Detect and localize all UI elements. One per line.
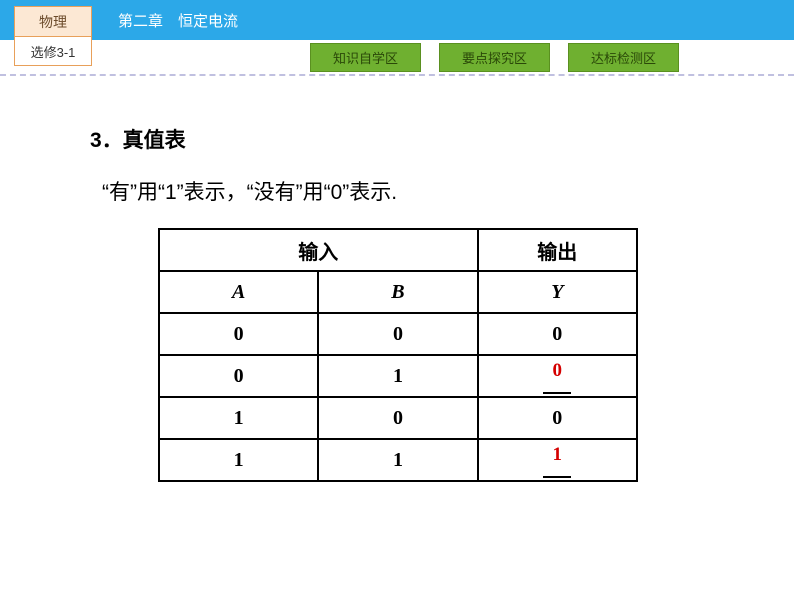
table-row: 1 1 1 bbox=[159, 439, 637, 481]
header-input: 输入 bbox=[159, 229, 478, 271]
col-y: Y bbox=[478, 271, 637, 313]
cell-y-blank: 1 bbox=[478, 439, 637, 481]
cell-a: 1 bbox=[159, 397, 318, 439]
cell-b: 0 bbox=[318, 313, 477, 355]
table-row: 1 0 0 bbox=[159, 397, 637, 439]
table-row: 0 0 0 bbox=[159, 313, 637, 355]
blank-underline bbox=[543, 476, 571, 478]
nav-btn-test[interactable]: 达标检测区 bbox=[568, 43, 679, 72]
cell-y: 0 bbox=[478, 313, 637, 355]
cell-a: 0 bbox=[159, 313, 318, 355]
truth-table: 输入 输出 A B Y 0 0 0 0 1 0 1 0 0 1 1 bbox=[158, 228, 638, 482]
cell-b: 1 bbox=[318, 439, 477, 481]
cell-a: 0 bbox=[159, 355, 318, 397]
section-title: 3．真值表 bbox=[90, 124, 704, 154]
subject-box: 物理 选修3-1 bbox=[14, 6, 92, 66]
cell-b: 1 bbox=[318, 355, 477, 397]
cell-b: 0 bbox=[318, 397, 477, 439]
blank-underline bbox=[543, 392, 571, 394]
blank-answer: 0 bbox=[553, 360, 563, 382]
nav-row: 知识自学区 要点探究区 达标检测区 bbox=[0, 40, 794, 76]
cell-y-blank: 0 bbox=[478, 355, 637, 397]
cell-y: 0 bbox=[478, 397, 637, 439]
description: “有”用“1”表示，“没有”用“0”表示. bbox=[90, 176, 704, 206]
nav-btn-explore[interactable]: 要点探究区 bbox=[439, 43, 550, 72]
nav-btn-knowledge[interactable]: 知识自学区 bbox=[310, 43, 421, 72]
table-row: 0 1 0 bbox=[159, 355, 637, 397]
col-b: B bbox=[318, 271, 477, 313]
cell-a: 1 bbox=[159, 439, 318, 481]
chapter-title: 第二章 恒定电流 bbox=[118, 10, 238, 31]
main-content: 3．真值表 “有”用“1”表示，“没有”用“0”表示. 输入 输出 A B Y … bbox=[0, 76, 794, 482]
blank-answer: 1 bbox=[553, 444, 563, 466]
header-bar: 第二章 恒定电流 bbox=[0, 0, 794, 40]
course-label: 选修3-1 bbox=[15, 37, 91, 65]
col-a: A bbox=[159, 271, 318, 313]
section-title-text: ．真值表 bbox=[102, 129, 186, 152]
header-output: 输出 bbox=[478, 229, 637, 271]
section-number: 3 bbox=[90, 129, 102, 152]
subject-label: 物理 bbox=[15, 7, 91, 37]
